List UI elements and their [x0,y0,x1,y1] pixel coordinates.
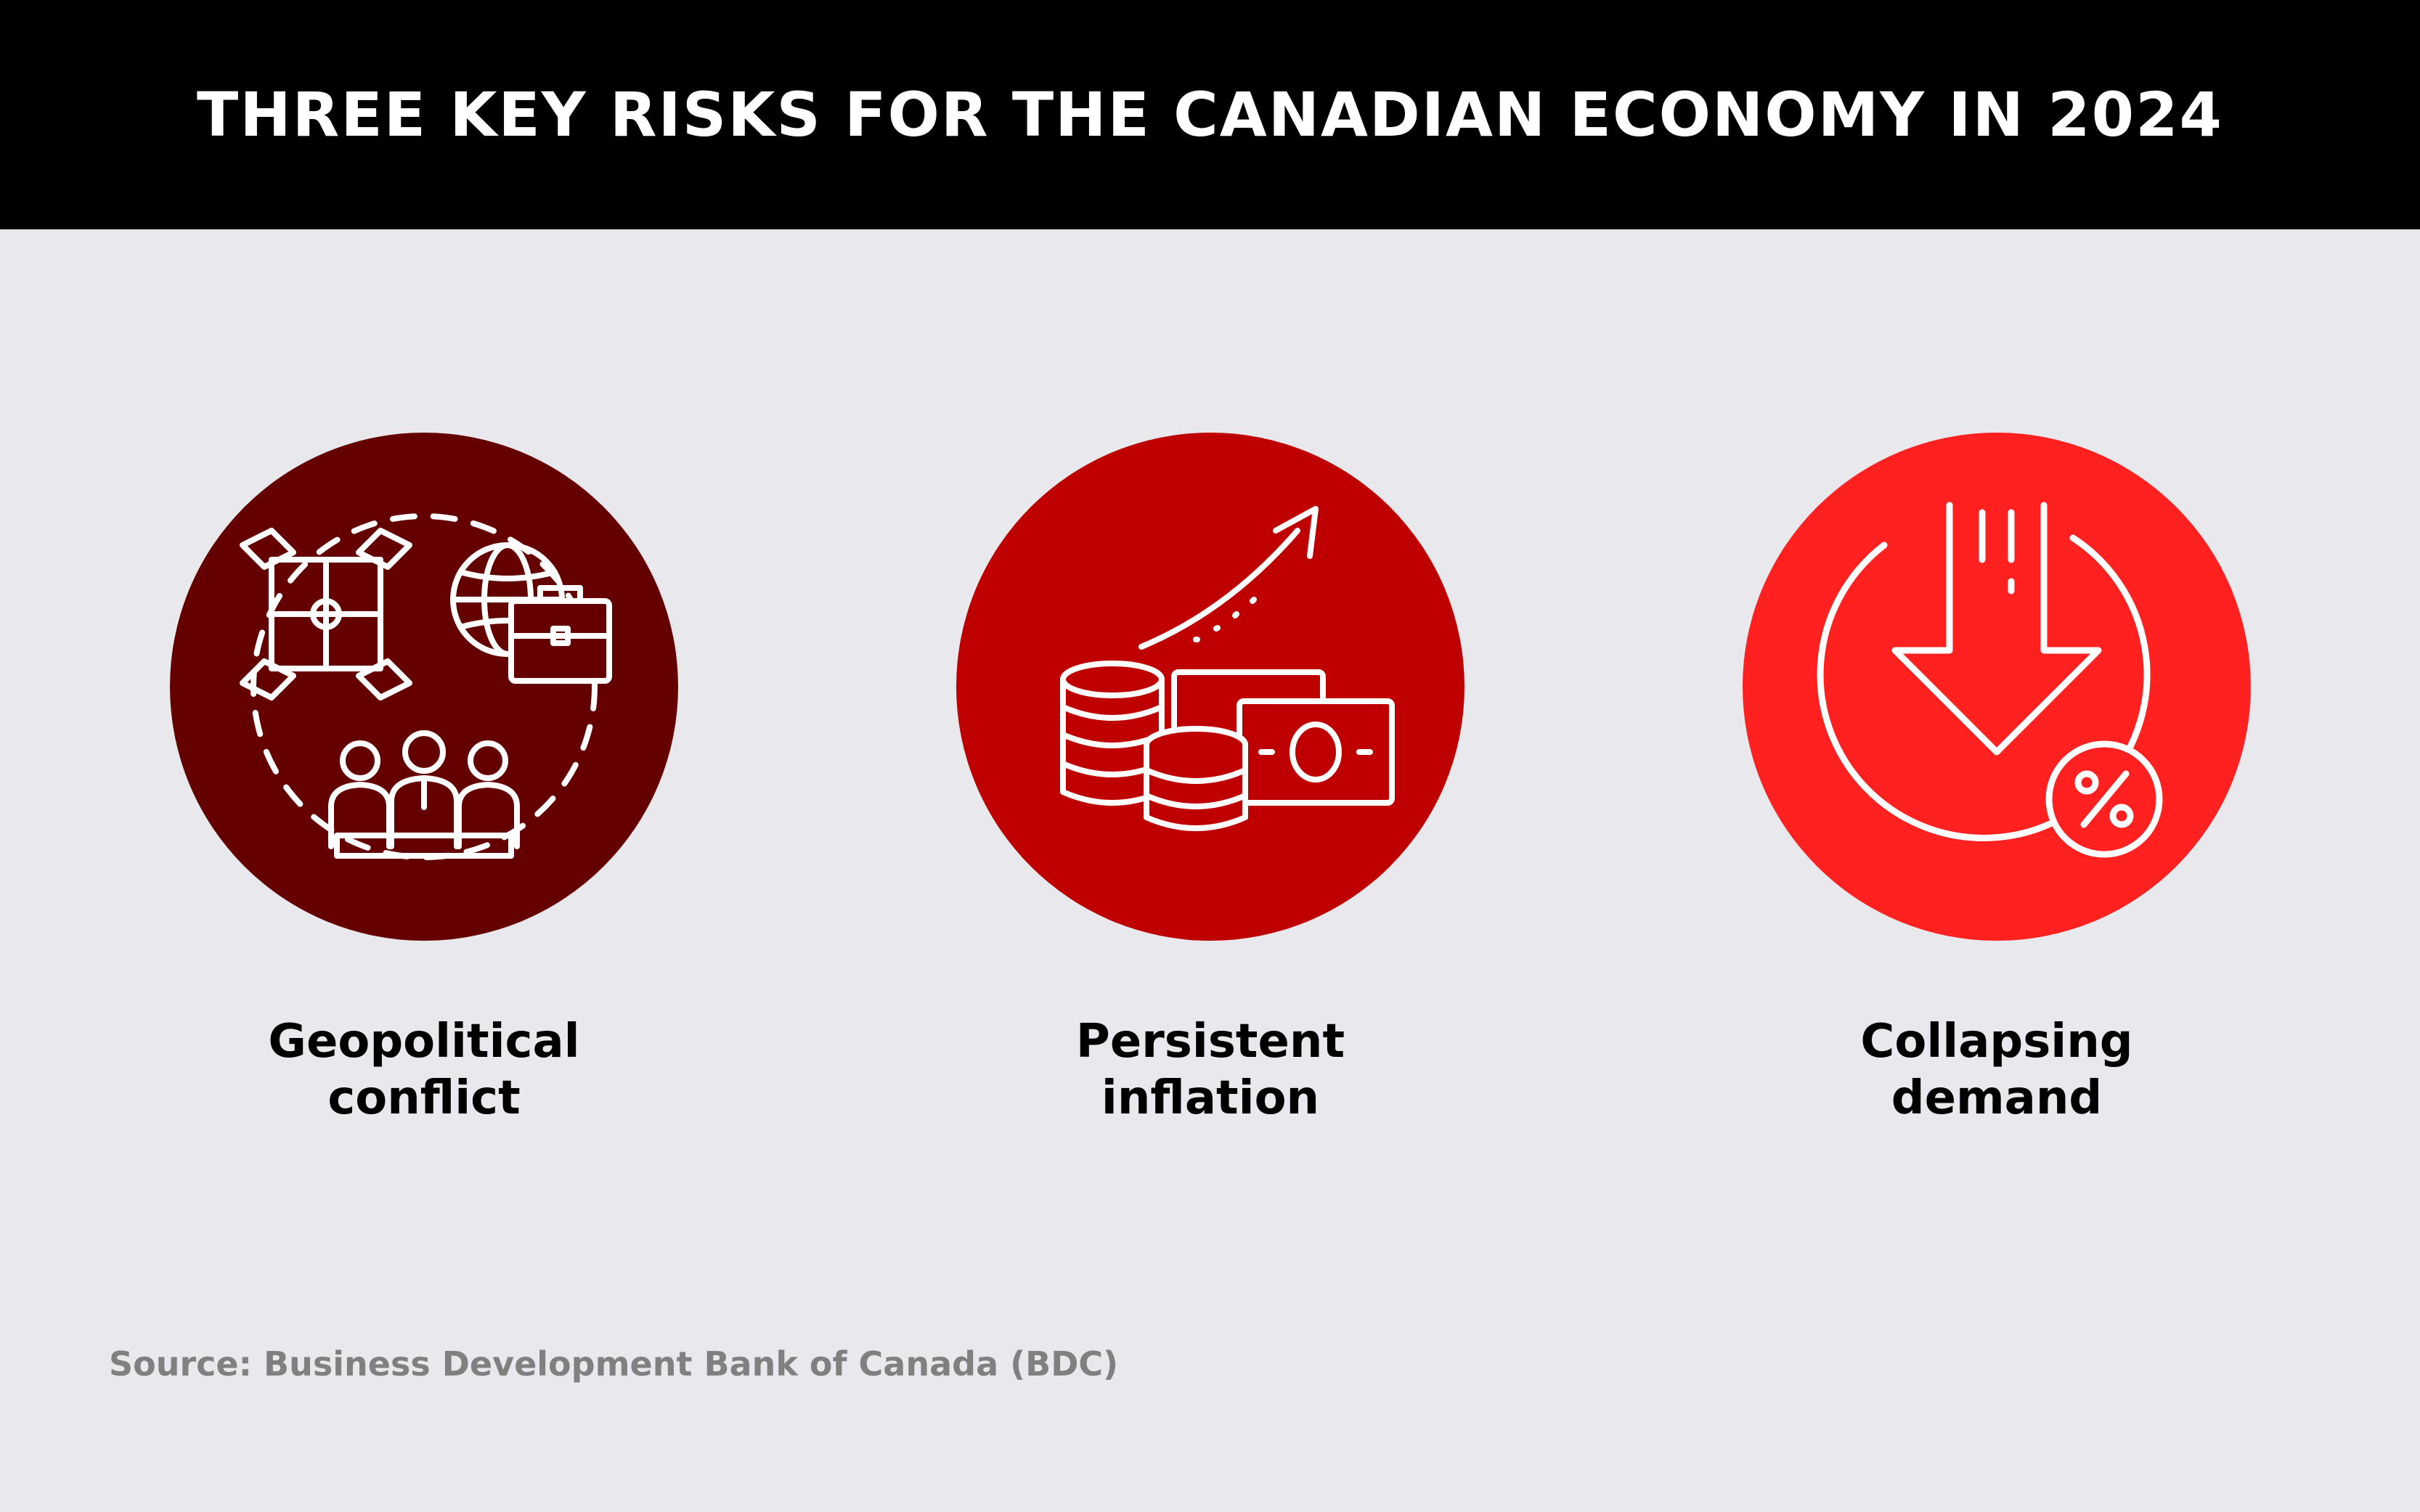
risk-circle [170,433,678,941]
risk-label-line2: conflict [327,1071,521,1125]
geopolitical-conflict-icon [170,433,678,941]
rising-inflation-icon [956,433,1464,941]
demand-decline-icon [1743,433,2251,941]
risk-label-line2: inflation [1101,1071,1320,1125]
risk-label: Collapsing demand [1743,1013,2251,1127]
risk-label-line1: Geopolitical [268,1015,580,1068]
risk-label-line1: Collapsing [1860,1015,2133,1068]
risk-label-line1: Persistent [1075,1015,1345,1068]
page-title: THREE KEY RISKS FOR THE CANADIAN ECONOMY… [197,79,2223,150]
risk-collapsing-demand: Collapsing demand [1743,433,2251,1127]
risk-label: Persistent inflation [956,1013,1464,1127]
source-note: Source: Business Development Bank of Can… [109,1344,1119,1384]
risk-label-line2: demand [1891,1071,2103,1125]
risk-circle [956,433,1464,941]
header-bar: THREE KEY RISKS FOR THE CANADIAN ECONOMY… [0,0,2420,229]
risk-geopolitical-conflict: Geopolitical conflict [170,433,678,1127]
risk-label: Geopolitical conflict [170,1013,678,1127]
risk-circle [1743,433,2251,941]
risk-persistent-inflation: Persistent inflation [956,433,1464,1127]
